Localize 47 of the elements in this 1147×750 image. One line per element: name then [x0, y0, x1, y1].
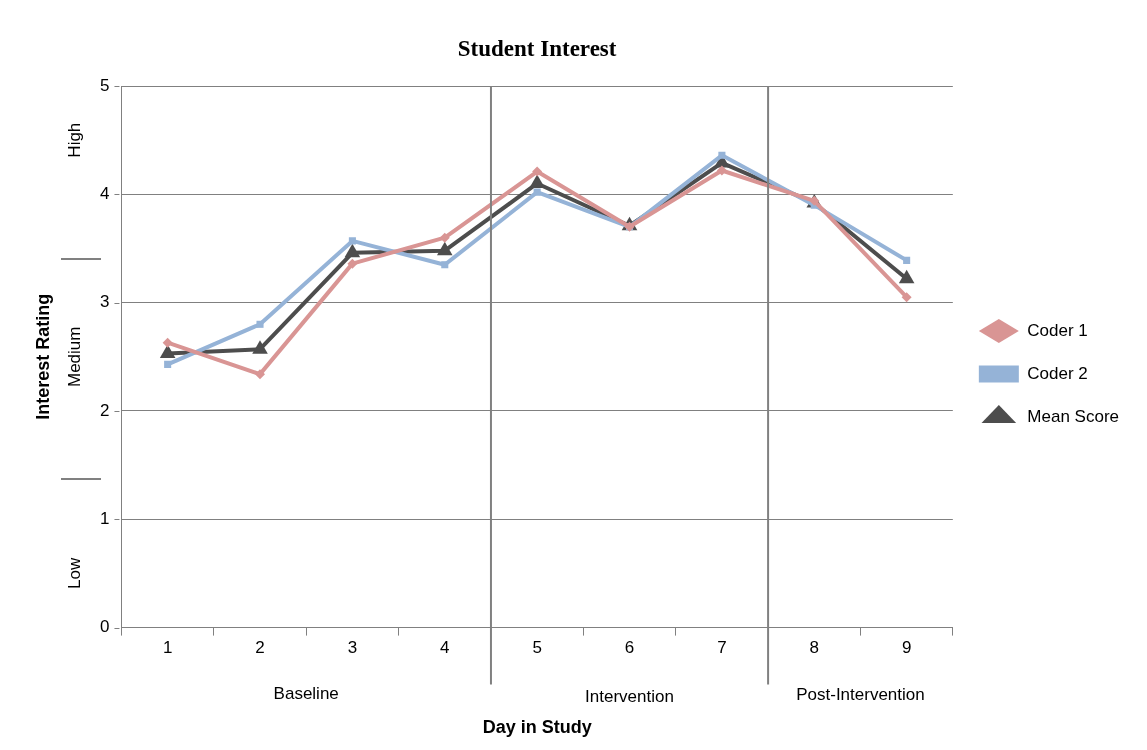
x-tick-label: 2: [255, 638, 265, 658]
point: [901, 292, 912, 303]
point: [533, 188, 541, 196]
x-tick-label: 5: [532, 638, 542, 658]
chart-title: Student Interest: [457, 35, 617, 61]
y-tick-label: 2: [99, 400, 110, 420]
point: [718, 151, 726, 159]
text: Intervention: [585, 686, 674, 706]
x-tick-label: 9: [901, 638, 912, 658]
x-tick-label: 7: [717, 638, 727, 658]
text: Medium: [64, 326, 84, 388]
point: [255, 369, 266, 380]
text: Baseline: [273, 683, 339, 703]
point: [436, 241, 453, 256]
legend-label: Coder 2: [1027, 363, 1088, 383]
y-axis-title: Interest Rating: [32, 293, 53, 420]
y-tick-label: 5: [99, 75, 110, 95]
text: High: [64, 122, 84, 158]
x-tick-label: 1: [162, 638, 173, 658]
point: [532, 166, 543, 177]
point: [898, 269, 915, 284]
x-tick-label: 8: [809, 638, 820, 658]
point: [252, 340, 268, 354]
point: [716, 165, 727, 176]
point: [903, 256, 911, 264]
y-tick-label: 3: [99, 292, 110, 312]
y-tick-label: 4: [99, 184, 110, 204]
text: Post-Intervention: [796, 684, 925, 704]
point: [256, 320, 264, 328]
x-tick-label: 6: [624, 638, 635, 658]
point: [164, 360, 172, 368]
point: [344, 243, 361, 258]
point: [347, 258, 358, 269]
point: [529, 174, 545, 188]
x-tick-label: 4: [440, 638, 450, 658]
y-tick-label: 0: [99, 617, 110, 637]
point: [441, 261, 449, 269]
legend-label: Coder 1: [1027, 320, 1088, 340]
legend-label: Mean Score: [1027, 406, 1120, 426]
x-tick-label: 3: [347, 638, 358, 658]
text: Low: [64, 557, 84, 590]
y-tick-label: 1: [99, 508, 110, 528]
point: [159, 344, 176, 359]
x-axis-title: Day in Study: [482, 716, 592, 737]
point: [162, 337, 173, 348]
point: [439, 232, 450, 243]
point: [348, 237, 356, 245]
